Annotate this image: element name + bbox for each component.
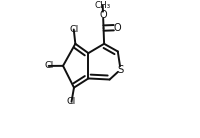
Text: O: O [99, 10, 107, 20]
Text: Cl: Cl [69, 25, 78, 34]
Text: O: O [113, 23, 121, 33]
Text: Cl: Cl [67, 97, 76, 106]
Text: S: S [117, 65, 124, 75]
Text: Cl: Cl [44, 61, 53, 70]
Text: CH₃: CH₃ [95, 1, 111, 10]
